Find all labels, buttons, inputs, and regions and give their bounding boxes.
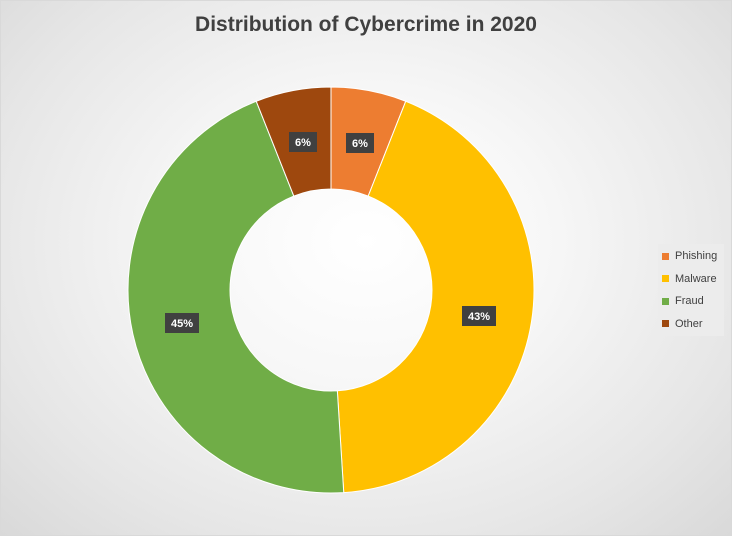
data-label-text: 43% — [468, 311, 490, 323]
legend-swatch — [662, 252, 669, 260]
legend-item-malware: Malware — [658, 268, 724, 291]
data-label-fraud: 45% — [165, 313, 199, 333]
data-label-phishing: 6% — [346, 133, 374, 153]
data-label-other: 6% — [289, 132, 317, 152]
legend-swatch — [662, 320, 669, 328]
data-label-box — [462, 306, 496, 326]
slice-fraud — [127, 100, 345, 494]
data-label-box — [165, 313, 199, 333]
legend: Phishing Malware Fraud Other — [658, 244, 724, 336]
legend-label: Other — [675, 317, 703, 330]
legend-label: Phishing — [675, 250, 718, 263]
legend-item-other: Other — [658, 313, 724, 336]
data-label-text: 6% — [295, 137, 311, 149]
legend-item-fraud: Fraud — [658, 290, 724, 313]
legend-swatch — [662, 275, 669, 283]
legend-label: Malware — [675, 272, 717, 285]
data-label-text: 6% — [352, 138, 368, 150]
data-label-box — [289, 132, 317, 152]
data-label-box — [346, 133, 374, 153]
legend-swatch — [662, 297, 669, 305]
legend-item-phishing: Phishing — [658, 245, 724, 268]
data-label-text: 45% — [171, 318, 193, 330]
legend-label: Fraud — [675, 295, 704, 308]
data-label-malware: 43% — [462, 306, 496, 326]
chart-title: Distribution of Cybercrime in 2020 — [195, 13, 537, 36]
slice-malware — [336, 100, 535, 494]
